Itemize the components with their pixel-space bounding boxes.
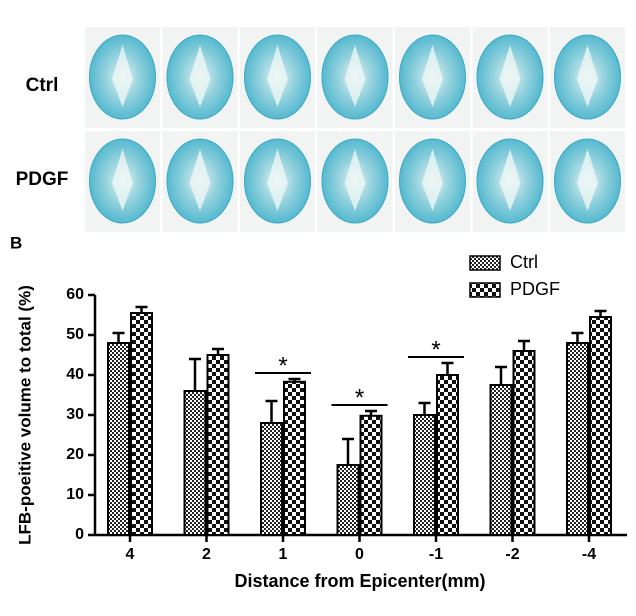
bar [512, 350, 536, 536]
bar [283, 380, 306, 536]
tissue-core [112, 45, 133, 107]
bar [566, 342, 589, 536]
y-tick-label: 40 [66, 366, 84, 383]
x-tick-label: 0 [355, 546, 364, 563]
tissue-core [577, 45, 598, 107]
panel-label: B [10, 233, 22, 252]
error-bar [495, 365, 507, 385]
legend-swatch [469, 255, 501, 271]
bar [260, 422, 283, 536]
error-bar [441, 361, 454, 375]
error-bar [418, 401, 431, 415]
y-tick-label: 50 [66, 326, 84, 343]
legend-label: PDGF [510, 279, 560, 299]
tissue-core [577, 149, 598, 211]
error-bar [112, 331, 125, 343]
significance-marker: * [355, 384, 364, 411]
x-tick-label: -4 [582, 546, 596, 563]
error-bar [288, 377, 301, 382]
bar [359, 414, 383, 536]
y-tick-label: 30 [66, 406, 84, 423]
x-tick-label: 4 [126, 546, 135, 563]
bar [130, 312, 153, 536]
tissue-core [422, 45, 443, 107]
error-bar [135, 305, 148, 313]
bar [436, 374, 459, 536]
row-label: Ctrl [26, 75, 59, 96]
bar [413, 414, 436, 536]
tissue-core [499, 149, 521, 211]
x-tick-label: 2 [202, 546, 211, 563]
bar [183, 390, 207, 536]
significance-marker: * [431, 336, 440, 363]
x-axis-label: Distance from Epicenter(mm) [234, 571, 485, 591]
bar [489, 384, 513, 536]
tissue-core [267, 45, 288, 107]
bar [206, 354, 230, 536]
error-bar [571, 331, 584, 343]
error-bar [212, 347, 224, 355]
row-label: PDGF [16, 169, 69, 190]
bar [589, 316, 612, 536]
tissue-core [189, 149, 211, 211]
y-tick-label: 10 [66, 486, 84, 503]
error-bar [189, 357, 201, 391]
tissue-core [344, 45, 366, 107]
y-tick-label: 0 [75, 526, 84, 543]
x-tick-label: 1 [279, 546, 288, 563]
tissue-core [422, 149, 443, 211]
legend-label: Ctrl [510, 252, 538, 272]
tissue-core [112, 149, 133, 211]
error-bar [365, 409, 377, 416]
legend-swatch [469, 282, 501, 298]
bar [107, 342, 130, 536]
y-axis-label: LFB-poeitive volume to total (%) [15, 285, 34, 545]
y-tick-label: 60 [66, 286, 84, 303]
error-bar [594, 309, 607, 317]
y-tick-label: 20 [66, 446, 84, 463]
error-bar [265, 399, 278, 423]
error-bar [342, 437, 354, 465]
tissue-images [85, 27, 625, 232]
significance-marker: * [278, 352, 287, 379]
error-bar [518, 339, 530, 351]
tissue-core [189, 45, 211, 107]
tissue-core [267, 149, 288, 211]
x-tick-label: -1 [429, 546, 443, 563]
x-tick-label: -2 [505, 546, 519, 563]
tissue-core [499, 45, 521, 107]
bar [336, 464, 360, 536]
tissue-core [344, 149, 366, 211]
